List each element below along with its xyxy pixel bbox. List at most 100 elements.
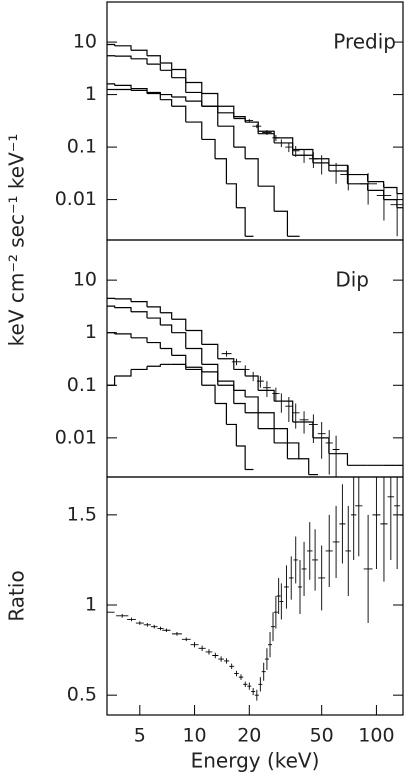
model-step bbox=[201, 105, 219, 113]
data-point bbox=[258, 677, 263, 692]
data-point bbox=[285, 142, 293, 153]
model-step bbox=[185, 121, 203, 140]
x-tick-label: 100 bbox=[358, 725, 394, 747]
model-step bbox=[274, 427, 289, 443]
data-point bbox=[264, 648, 269, 670]
model-step bbox=[217, 112, 235, 119]
y-tick-label: 1 bbox=[85, 594, 97, 616]
data-point bbox=[135, 621, 144, 625]
model-step bbox=[217, 384, 235, 404]
annotation: Predip bbox=[333, 30, 396, 54]
y-tick-label: 0.01 bbox=[55, 188, 97, 210]
model-step bbox=[245, 158, 259, 187]
model-step bbox=[233, 389, 246, 397]
model-step bbox=[312, 162, 330, 172]
model-step bbox=[114, 45, 132, 51]
model-step bbox=[245, 375, 259, 391]
data-point bbox=[261, 662, 266, 681]
data-point bbox=[394, 477, 401, 569]
model-step bbox=[147, 317, 161, 326]
data-point bbox=[325, 430, 333, 475]
model-step bbox=[215, 402, 228, 425]
model-step bbox=[274, 400, 294, 423]
model-step bbox=[233, 402, 246, 413]
data-point bbox=[332, 435, 340, 477]
data-point bbox=[198, 645, 206, 651]
model-step bbox=[258, 130, 275, 138]
model-step bbox=[258, 185, 275, 212]
data-point bbox=[241, 365, 250, 375]
data-point bbox=[363, 514, 373, 624]
data-point bbox=[223, 658, 230, 664]
model-step bbox=[107, 297, 116, 299]
y-tick-label: 10 bbox=[73, 31, 97, 53]
model-step bbox=[312, 158, 330, 166]
model-step bbox=[147, 364, 161, 367]
model-step bbox=[114, 369, 132, 377]
data-point bbox=[312, 529, 319, 591]
model-step bbox=[298, 458, 310, 475]
model-step bbox=[171, 332, 187, 349]
model-step bbox=[383, 186, 398, 194]
model-step bbox=[185, 91, 203, 107]
data-point bbox=[340, 165, 357, 191]
model-step bbox=[171, 105, 187, 123]
y-tick-label: 0.1 bbox=[67, 136, 97, 158]
model-step bbox=[245, 121, 259, 134]
data-point bbox=[288, 556, 294, 600]
data-point bbox=[272, 387, 280, 402]
model-step bbox=[217, 125, 235, 148]
data-point bbox=[308, 152, 318, 168]
model-step bbox=[245, 396, 259, 413]
model-step bbox=[160, 62, 173, 70]
y-tick-label: 1 bbox=[85, 321, 97, 343]
model-step bbox=[147, 341, 161, 349]
model-step bbox=[217, 380, 235, 391]
y-tick-label: 0.5 bbox=[67, 684, 97, 706]
model-step bbox=[201, 138, 216, 159]
y-tick-label: 0.01 bbox=[55, 426, 97, 448]
data-point bbox=[315, 155, 328, 175]
data-point bbox=[376, 183, 392, 221]
x-axis-label: Energy (keV) bbox=[191, 749, 320, 773]
y-tick-label: 1 bbox=[85, 83, 97, 105]
data-point bbox=[297, 559, 303, 615]
data-point bbox=[157, 626, 164, 631]
data-point bbox=[212, 652, 219, 659]
model-step bbox=[185, 347, 203, 365]
data-point bbox=[254, 689, 259, 701]
model-step bbox=[160, 324, 173, 333]
x-tick-label: 50 bbox=[310, 725, 334, 747]
model-step bbox=[347, 183, 369, 191]
data-point bbox=[205, 649, 213, 655]
model-step bbox=[171, 363, 187, 368]
model-step bbox=[233, 117, 246, 123]
model-step bbox=[147, 92, 161, 100]
model-step bbox=[160, 93, 173, 97]
data-point bbox=[276, 577, 281, 615]
data-point bbox=[238, 674, 244, 680]
data-point bbox=[329, 162, 343, 184]
model-step bbox=[171, 354, 187, 370]
data-point bbox=[247, 682, 252, 690]
y-axis-label: keV cm⁻² sec⁻¹ keV⁻¹ bbox=[5, 134, 29, 347]
data-point bbox=[190, 641, 199, 648]
data-point bbox=[380, 477, 388, 582]
model-step bbox=[114, 84, 132, 89]
model-step bbox=[201, 363, 219, 386]
data-point bbox=[251, 687, 256, 696]
data-point bbox=[231, 358, 242, 366]
model-step bbox=[131, 89, 148, 93]
model-step bbox=[328, 453, 349, 466]
model-step bbox=[274, 210, 289, 237]
data-point bbox=[263, 381, 271, 397]
model-step bbox=[328, 164, 349, 175]
data-point bbox=[218, 656, 224, 662]
model-step bbox=[201, 343, 219, 359]
model-step bbox=[131, 366, 148, 371]
model-step bbox=[160, 99, 173, 107]
x-tick-label: 10 bbox=[182, 725, 206, 747]
data-point bbox=[262, 130, 272, 135]
model-step bbox=[201, 92, 219, 107]
